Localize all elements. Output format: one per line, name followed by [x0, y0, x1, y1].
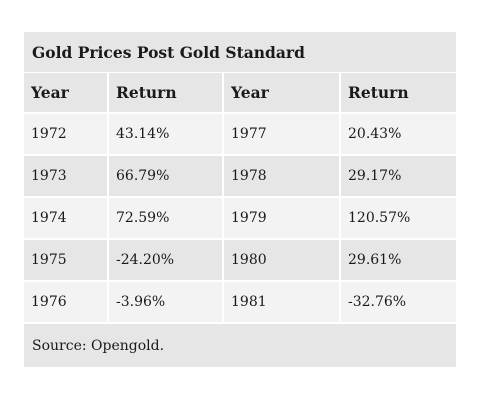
header-return-left: Return — [109, 73, 224, 114]
table-cell-return: -24.20% — [109, 240, 224, 282]
header-year-right: Year — [224, 73, 341, 114]
table-cell-year: 1977 — [224, 114, 341, 156]
table-cell-year: 1980 — [224, 240, 341, 282]
table-cell-return: -32.76% — [341, 282, 456, 324]
table-cell-year: 1972 — [24, 114, 109, 156]
table-cell-return: 29.17% — [341, 156, 456, 198]
table-cell-year: 1979 — [224, 198, 341, 240]
table-cell-year: 1978 — [224, 156, 341, 198]
header-return-right: Return — [341, 73, 456, 114]
table-cell-return: 43.14% — [109, 114, 224, 156]
gold-prices-table: Gold Prices Post Gold Standard Year Retu… — [24, 32, 456, 367]
table-title: Gold Prices Post Gold Standard — [24, 32, 456, 73]
table-cell-return: 29.61% — [341, 240, 456, 282]
table-grid: Year Return Year Return 1972 43.14% 1977… — [24, 73, 456, 324]
table-cell-year: 1974 — [24, 198, 109, 240]
table-cell-return: 72.59% — [109, 198, 224, 240]
table-cell-return: 66.79% — [109, 156, 224, 198]
table-cell-year: 1973 — [24, 156, 109, 198]
source-note: Source: Opengold. — [24, 324, 456, 367]
header-year-left: Year — [24, 73, 109, 114]
table-cell-return: -3.96% — [109, 282, 224, 324]
table-cell-return: 120.57% — [341, 198, 456, 240]
table-cell-year: 1975 — [24, 240, 109, 282]
table-cell-year: 1976 — [24, 282, 109, 324]
table-cell-return: 20.43% — [341, 114, 456, 156]
table-cell-year: 1981 — [224, 282, 341, 324]
